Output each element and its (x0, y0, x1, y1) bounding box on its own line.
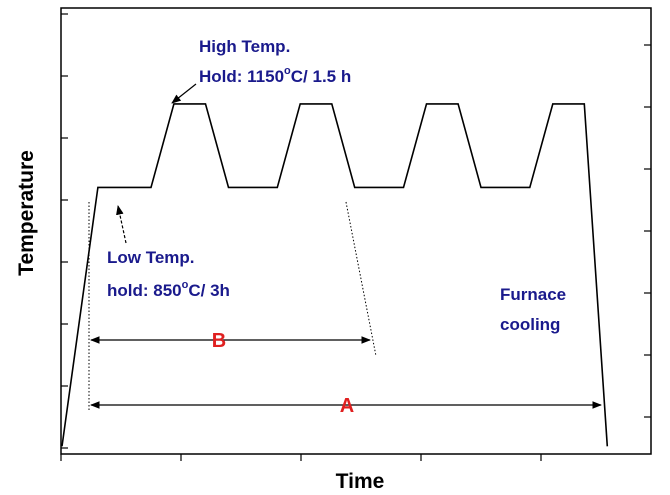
guide-dotted-end-b (345, 201, 377, 357)
high-temp-pointer (171, 83, 197, 104)
low-temp-hold-value: hold: 850 (107, 281, 182, 300)
y-axis-title: Temperature (15, 150, 38, 276)
furnace-cooling-label-line1: Furnace (500, 285, 566, 304)
plot-frame (60, 7, 652, 455)
high-temp-hold-label: Hold: 1150oC/ 1.5 h (199, 65, 351, 86)
degree-symbol: o (182, 279, 189, 291)
high-temp-hold-unit: C/ 1.5 h (291, 67, 351, 86)
low-temp-label: Low Temp. (107, 248, 195, 267)
furnace-cooling-label-line2: cooling (500, 315, 560, 334)
degree-symbol: o (284, 65, 291, 77)
high-temp-label: High Temp. (199, 37, 290, 56)
low-temp-pointer (116, 205, 127, 244)
temperature-profile-line (61, 103, 609, 447)
low-temp-hold-unit: C/ 3h (188, 281, 230, 300)
axis-ticks (60, 13, 651, 461)
high-temp-hold-value: Hold: 1150 (199, 67, 284, 86)
x-axis-title: Time (336, 470, 385, 493)
interval-a-label: A (340, 395, 354, 417)
interval-b-label: B (212, 330, 226, 352)
low-temp-hold-label: hold: 850oC/ 3h (107, 279, 230, 300)
